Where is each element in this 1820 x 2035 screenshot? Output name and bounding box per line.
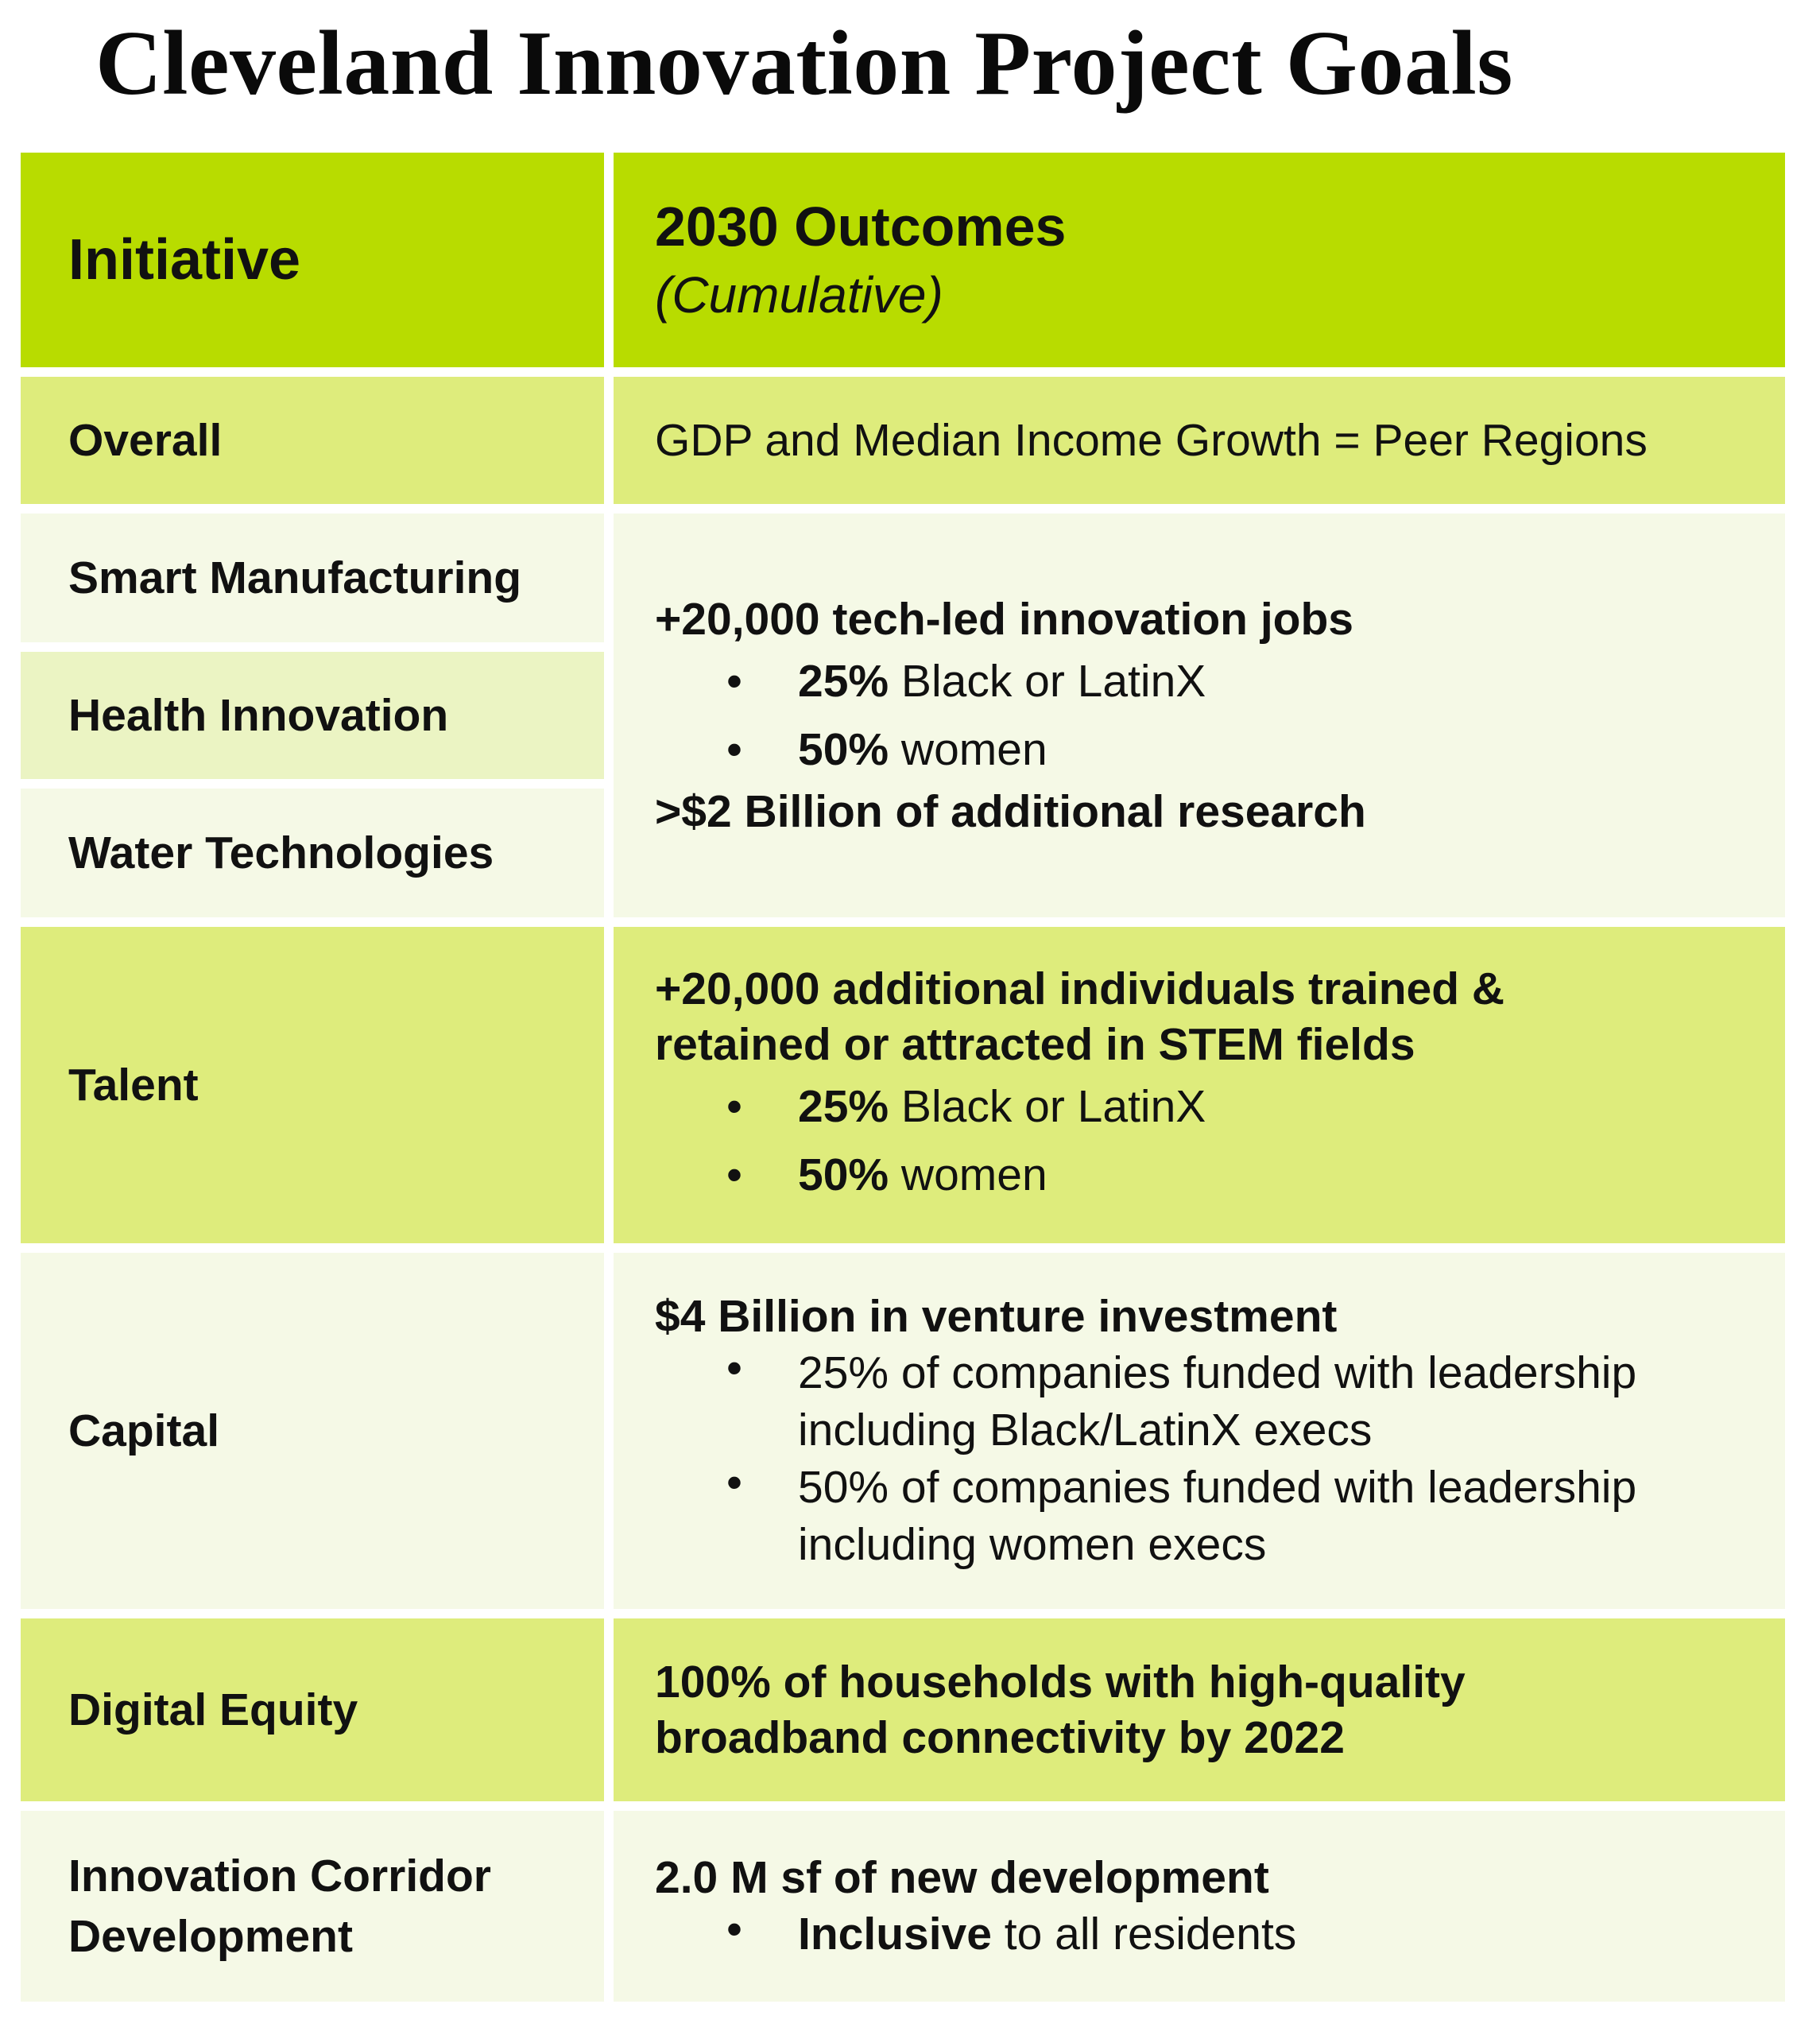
list-item: 25% of companies funded with leadership … [655,1339,1761,1459]
row-label-digital-equity: Digital Equity [68,1684,358,1735]
capital-bullet-list: 25% of companies funded with leadership … [655,1339,1761,1573]
tech-bullet-list: 25% Black or LatinX 50% women [655,647,1761,784]
header-outcomes-cell: 2030 Outcomes (Cumulative) [614,153,1785,367]
row-label-overall: Overall [68,415,223,466]
list-item: 25% Black or LatinX [655,1072,1761,1141]
row-capital-label-cell: Capital [21,1253,604,1609]
corridor-bullet-list: Inclusive to all residents [655,1901,1761,1963]
list-item: 50% of companies funded with leadership … [655,1454,1761,1573]
corridor-headline: 2.0 M sf of new development [655,1852,1269,1903]
list-item: 50% women [655,715,1761,784]
row-corridor-label-cell: Innovation Corridor Development [21,1811,604,2002]
row-smart-manufacturing-label-cell: Smart Manufacturing [21,514,604,642]
list-item: 25% Black or LatinX [655,647,1761,715]
digital-equity-headline-line-2: broadband connectivity by 2022 [655,1712,1345,1763]
research-headline: >$2 Billion of additional research [655,786,1366,837]
row-capital-outcome-cell: $4 Billion in venture investment 25% of … [614,1253,1785,1609]
tech-jobs-headline: +20,000 tech-led innovation jobs [655,594,1353,645]
row-digital-equity-outcome-cell: 100% of households with high-quality bro… [614,1618,1785,1801]
header-outcomes-subtitle: (Cumulative) [655,266,943,324]
row-talent-label-cell: Talent [21,927,604,1243]
overall-outcome: GDP and Median Income Growth = Peer Regi… [655,415,1648,466]
talent-bullet-list: 25% Black or LatinX 50% women [655,1072,1761,1209]
header-initiative: Initiative [68,228,301,292]
row-label-talent: Talent [68,1060,199,1111]
row-water-technologies-label-cell: Water Technologies [21,789,604,917]
talent-headline-line-2: retained or attracted in STEM fields [655,1019,1415,1070]
row-talent-outcome-cell: +20,000 additional individuals trained &… [614,927,1785,1243]
list-item: 50% women [655,1141,1761,1209]
row-overall-label-cell: Overall [21,377,604,504]
header-initiative-cell: Initiative [21,153,604,367]
row-health-innovation-label-cell: Health Innovation [21,652,604,779]
header-outcomes: 2030 Outcomes [655,196,1067,258]
digital-equity-headline-line-1: 100% of households with high-quality [655,1657,1466,1707]
capital-headline: $4 Billion in venture investment [655,1291,1338,1342]
row-overall-outcome-cell: GDP and Median Income Growth = Peer Regi… [614,377,1785,504]
row-label-water-technologies: Water Technologies [68,828,494,878]
row-digital-equity-label-cell: Digital Equity [21,1618,604,1801]
row-corridor-outcome-cell: 2.0 M sf of new development Inclusive to… [614,1811,1785,2002]
row-label-corridor-line-2: Development [68,1911,353,1962]
talent-headline-line-1: +20,000 additional individuals trained & [655,963,1505,1014]
row-tech-outcome-cell: +20,000 tech-led innovation jobs 25% Bla… [614,514,1785,917]
list-item: Inclusive to all residents [655,1901,1761,1963]
row-label-corridor-line-1: Innovation Corridor [68,1851,491,1901]
row-label-smart-manufacturing: Smart Manufacturing [68,552,522,603]
page-title: Cleveland Innovation Project Goals [95,13,1513,114]
row-label-capital: Capital [68,1405,220,1456]
row-label-health-innovation: Health Innovation [68,690,449,741]
